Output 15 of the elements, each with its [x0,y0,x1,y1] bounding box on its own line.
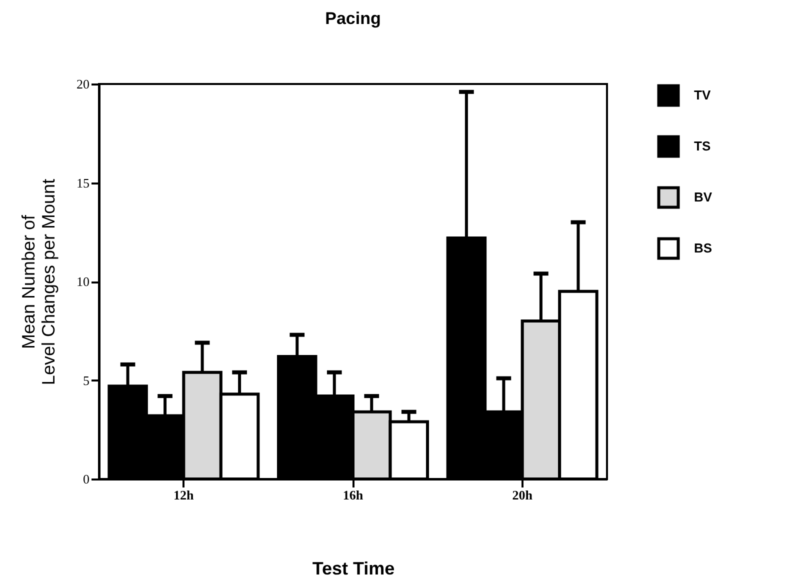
legend-label: BV [694,190,712,204]
y-axis-title: Mean Number of Level Changes per Mount [18,178,58,386]
y-tick-label: 20 [76,76,90,92]
x-tick-label: 16h [342,488,364,502]
chart-title: Pacing [325,9,381,28]
x-tick-label: 20h [512,488,534,502]
legend-label: BS [694,240,712,256]
y-tick-label: 15 [76,175,90,190]
y-tick-label: 5 [83,372,90,388]
y-tick-label: 10 [76,274,90,289]
legend-label: TS [694,138,711,154]
y-tick-label: 0 [83,472,90,486]
x-tick-label: 12h [174,488,195,502]
legend-label: TV [694,88,711,102]
x-axis-title: Test Time [312,558,395,578]
